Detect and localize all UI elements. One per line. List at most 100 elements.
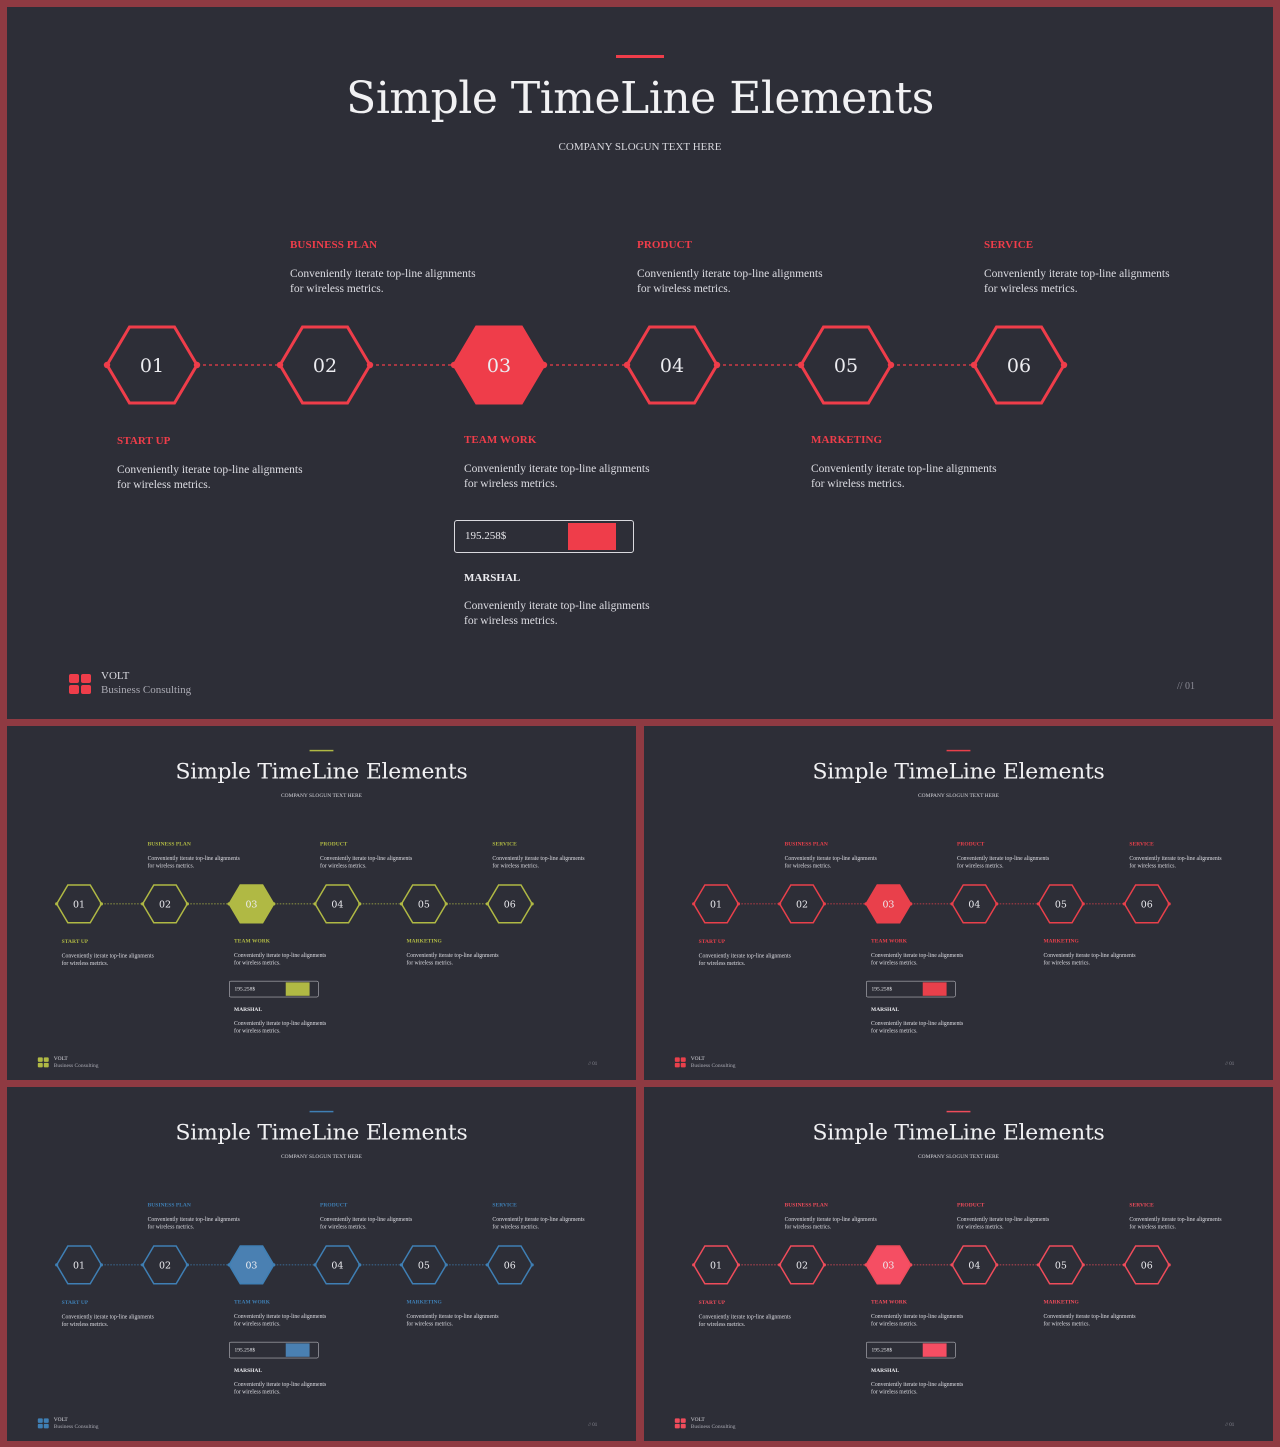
timeline-step-02[interactable]: 02 (276, 325, 374, 405)
item-description: Conveniently iterate top-line alignments… (234, 1313, 327, 1327)
connector-dot (444, 1263, 448, 1267)
timeline-slide-4[interactable]: Simple TimeLine Elements COMPANY SLOGUN … (7, 1087, 636, 1441)
step-number: 02 (796, 899, 808, 910)
step-number: 05 (1055, 1260, 1067, 1271)
company-slogan: COMPANY SLOGUN TEXT HERE (918, 792, 999, 799)
company-slogan: COMPANY SLOGUN TEXT HERE (918, 1153, 999, 1160)
timeline-step-02[interactable]: 02 (778, 1245, 826, 1285)
item-title: PRODUCT (637, 239, 693, 251)
timeline-step-02[interactable]: 02 (141, 884, 189, 924)
progress-bar: 195.258$ (866, 980, 956, 998)
progress-bar: 195.258$ (229, 980, 319, 998)
progress-bar: 195.258$ (454, 520, 634, 553)
timeline-step-06[interactable]: 06 (1122, 1245, 1171, 1285)
step-number: 02 (159, 899, 171, 910)
timeline-step-01[interactable]: 01 (55, 1245, 103, 1285)
item-description: Conveniently iterate top-line alignments… (147, 1216, 240, 1231)
timeline-item-team-work: TEAM WORK Conveniently iterate top-line … (871, 1299, 965, 1328)
step-number: 02 (796, 1260, 808, 1271)
timeline-step-06[interactable]: 06 (1122, 884, 1171, 924)
connector-dot (399, 902, 404, 906)
timeline-step-01[interactable]: 01 (103, 325, 201, 405)
step-number: 01 (73, 899, 85, 910)
item-title: BUSINESS PLAN (290, 239, 378, 251)
item-description: Conveniently iterate top-line alignments… (698, 953, 791, 967)
item-title: START UP (698, 1299, 726, 1306)
connector-dot (864, 902, 868, 906)
marshal-description: Conveniently iterate top-line alignments… (464, 600, 650, 627)
connector-dot (99, 1263, 103, 1267)
timeline-step-03[interactable]: 03 (227, 884, 276, 924)
slide-title: Simple TimeLine Elements (812, 758, 1105, 785)
connector-dot (485, 902, 490, 906)
timeline-step-06[interactable]: 06 (485, 1245, 534, 1285)
timeline-step-04[interactable]: 04 (950, 884, 999, 924)
marshal-name: MARSHAL (871, 1367, 899, 1374)
timeline-step-01[interactable]: 01 (55, 884, 103, 924)
item-title: PRODUCT (957, 1202, 985, 1209)
timeline-step-01[interactable]: 01 (692, 884, 740, 924)
step-number: 04 (331, 899, 343, 910)
page-number: // 01 (588, 1421, 598, 1428)
connector-dot (55, 902, 59, 906)
page-number: // 01 (1225, 1060, 1235, 1067)
item-description: Conveniently iterate top-line alignments… (406, 1313, 499, 1327)
timeline-step-06[interactable]: 06 (485, 884, 534, 924)
timeline-item-service: SERVICE Conveniently iterate top-line al… (492, 1202, 586, 1231)
timeline-step-06[interactable]: 06 (970, 325, 1068, 405)
step-number: 02 (313, 355, 337, 377)
timeline-slide-3[interactable]: Simple TimeLine Elements COMPANY SLOGUN … (644, 726, 1273, 1080)
brand-subtitle: Business Consulting (53, 1423, 99, 1430)
timeline-step-03[interactable]: 03 (450, 325, 548, 405)
timeline-step-02[interactable]: 02 (141, 1245, 189, 1285)
brand-name: VOLT (53, 1055, 68, 1062)
progress-fill (568, 523, 616, 550)
timeline-item-marketing: MARKETING Conveniently iterate top-line … (406, 938, 500, 967)
brand-subtitle: Business Consulting (53, 1062, 99, 1069)
connector-dot (1167, 902, 1171, 906)
step-number: 03 (487, 355, 511, 377)
connector-dot (141, 1263, 145, 1267)
timeline-step-03[interactable]: 03 (864, 1245, 913, 1285)
item-description: Conveniently iterate top-line alignments… (1043, 952, 1136, 966)
timeline-step-04[interactable]: 04 (313, 1245, 362, 1285)
company-slogan: COMPANY SLOGUN TEXT HERE (281, 792, 362, 799)
timeline-step-04[interactable]: 04 (623, 325, 721, 405)
item-title: TEAM WORK (234, 1299, 271, 1306)
step-number: 05 (1055, 899, 1067, 910)
step-number: 03 (882, 1260, 894, 1271)
slide-content: Simple TimeLine Elements COMPANY SLOGUN … (7, 7, 1273, 719)
item-title: PRODUCT (320, 1202, 348, 1209)
timeline-step-05[interactable]: 05 (1036, 1245, 1085, 1285)
connector-dot (358, 902, 362, 906)
timeline-item-product: PRODUCT Conveniently iterate top-line al… (957, 1202, 1051, 1231)
timeline-step-01[interactable]: 01 (692, 1245, 740, 1285)
progress-fill (922, 1343, 947, 1357)
timeline-slide-1[interactable]: Simple TimeLine Elements COMPANY SLOGUN … (7, 7, 1273, 719)
item-title: PRODUCT (320, 841, 348, 848)
timeline-step-03[interactable]: 03 (227, 1245, 276, 1285)
slide-title: Simple TimeLine Elements (812, 1119, 1105, 1146)
timeline-step-05[interactable]: 05 (399, 1245, 448, 1285)
timeline-step-04[interactable]: 04 (950, 1245, 999, 1285)
timeline-slide-5[interactable]: Simple TimeLine Elements COMPANY SLOGUN … (644, 1087, 1273, 1441)
connector-dot (1122, 902, 1127, 906)
timeline-step-05[interactable]: 05 (1036, 884, 1085, 924)
step-number: 04 (968, 899, 980, 910)
timeline-step-04[interactable]: 04 (313, 884, 362, 924)
connector-dot (909, 1263, 913, 1267)
connector-dot (272, 1263, 276, 1267)
brand-subtitle: Business Consulting (690, 1062, 736, 1069)
timeline-step-03[interactable]: 03 (864, 884, 913, 924)
timeline-step-02[interactable]: 02 (778, 884, 826, 924)
connector-dot (1081, 902, 1085, 906)
timeline-step-05[interactable]: 05 (399, 884, 448, 924)
timeline-item-marketing: MARKETING Conveniently iterate top-line … (811, 434, 1001, 492)
timeline-slide-2[interactable]: Simple TimeLine Elements COMPANY SLOGUN … (7, 726, 636, 1080)
timeline-item-product: PRODUCT Conveniently iterate top-line al… (637, 239, 827, 297)
brand-name: VOLT (101, 670, 130, 682)
item-title: TEAM WORK (871, 938, 908, 945)
timeline-step-05[interactable]: 05 (797, 325, 895, 405)
item-title: PRODUCT (957, 841, 985, 848)
connector-dot (778, 1263, 782, 1267)
